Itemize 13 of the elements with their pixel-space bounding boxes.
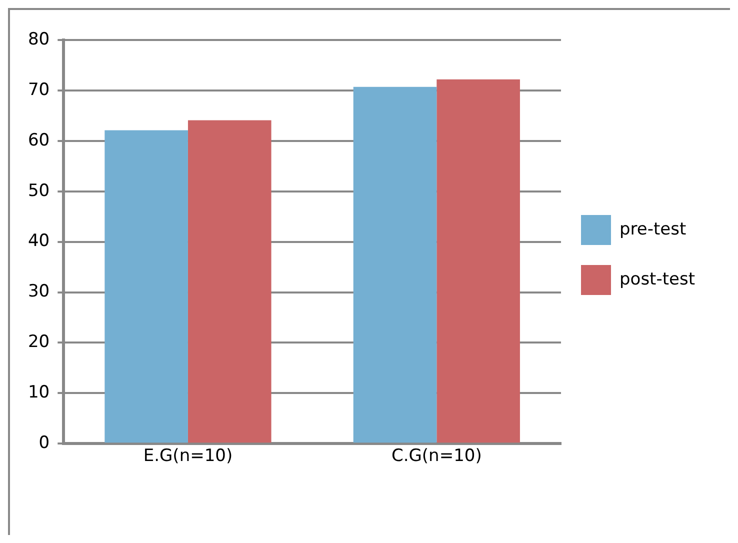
legend-label: post-test — [620, 269, 696, 290]
legend-label: pre-test — [620, 219, 686, 240]
y-tick-label: 30 — [28, 282, 50, 302]
x-tick-label: C.G(n=10) — [391, 446, 482, 466]
y-tick-label: 50 — [28, 180, 50, 201]
y-tick-label: 80 — [28, 29, 50, 50]
y-tick-label: 20 — [28, 332, 50, 352]
y-tick-label: 60 — [28, 130, 50, 150]
y-tick-label: 70 — [28, 80, 50, 100]
y-tick-label: 10 — [28, 382, 50, 403]
y-tick-label: 40 — [28, 231, 50, 252]
y-tick-label: 0 — [38, 433, 50, 454]
x-tick-label: E.G(n=10) — [143, 446, 233, 466]
